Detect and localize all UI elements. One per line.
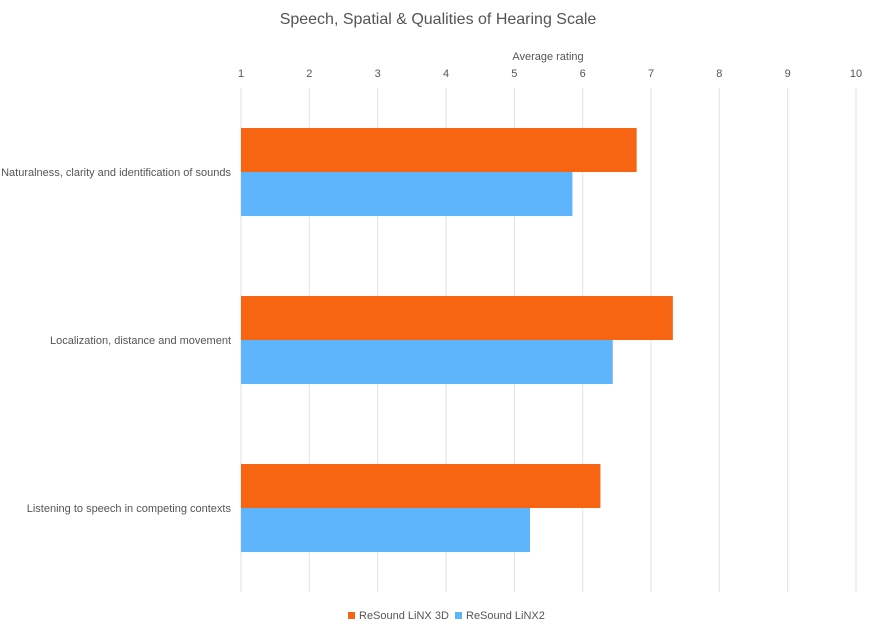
x-tick-label: 2 bbox=[306, 68, 312, 80]
bar-linx2 bbox=[241, 508, 531, 552]
bar-linx2 bbox=[241, 340, 613, 384]
x-tick-label: 4 bbox=[443, 68, 449, 80]
x-tick-label: 10 bbox=[850, 68, 862, 80]
legend-label: ReSound LiNX2 bbox=[466, 610, 545, 622]
category-label: Naturalness, clarity and identification … bbox=[1, 167, 231, 179]
x-tick-label: 8 bbox=[716, 68, 722, 80]
x-tick-label: 3 bbox=[375, 68, 381, 80]
legend-label: ReSound LiNX 3D bbox=[359, 610, 449, 622]
category-label: Listening to speech in competing context… bbox=[27, 503, 232, 515]
bar-linx2 bbox=[241, 172, 573, 216]
x-tick-label: 6 bbox=[580, 68, 586, 80]
x-tick-label: 1 bbox=[238, 68, 244, 80]
bar-linx-3d bbox=[241, 464, 601, 508]
chart-title: Speech, Spatial & Qualities of Hearing S… bbox=[280, 11, 597, 28]
bar-linx-3d bbox=[241, 128, 637, 172]
x-tick-label: 9 bbox=[785, 68, 791, 80]
category-label: Localization, distance and movement bbox=[50, 335, 231, 347]
x-tick-label: 7 bbox=[648, 68, 654, 80]
x-tick-label: 5 bbox=[511, 68, 517, 80]
legend-swatch bbox=[455, 612, 462, 619]
x-axis-label: Average rating bbox=[512, 51, 583, 63]
legend-swatch bbox=[348, 612, 355, 619]
bar-linx-3d bbox=[241, 296, 673, 340]
